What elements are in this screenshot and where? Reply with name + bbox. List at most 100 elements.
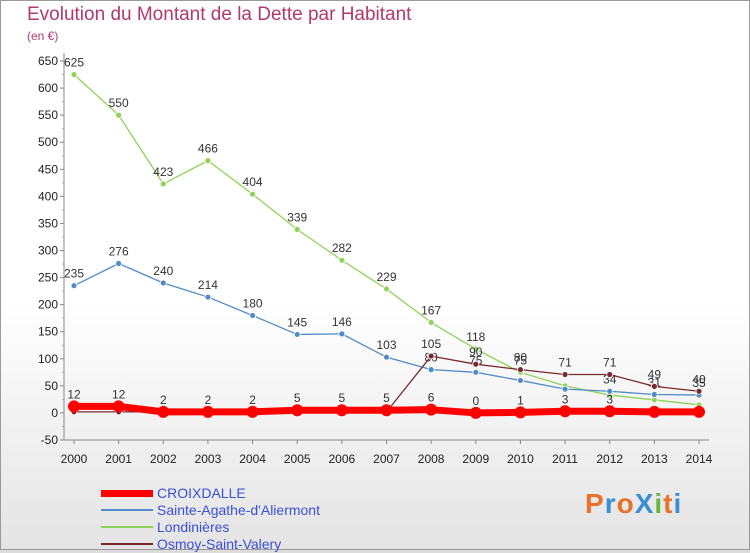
data-point (335, 404, 348, 417)
logo-letter: i (654, 488, 664, 519)
data-point (603, 405, 616, 418)
data-label: 404 (243, 175, 263, 189)
data-point (650, 391, 658, 398)
data-label: 75 (514, 353, 528, 367)
legend-label: CROIXDALLE (157, 485, 246, 501)
x-tick-label: 2011 (552, 452, 578, 466)
data-label: 12 (112, 387, 126, 401)
data-label: 71 (558, 355, 572, 369)
data-label: 167 (421, 304, 441, 318)
data-point (427, 352, 435, 360)
data-point (70, 71, 78, 78)
data-point (425, 403, 438, 416)
logo-letter: i (673, 488, 683, 519)
data-point (517, 366, 524, 374)
x-tick-label: 2007 (373, 452, 400, 466)
x-tick-label: 2014 (686, 452, 713, 466)
data-label: 339 (287, 210, 307, 224)
data-label: 145 (287, 315, 307, 329)
legend-swatch (101, 543, 153, 545)
data-point (293, 225, 301, 233)
legend-label: Sainte-Agathe-d'Aliermont (157, 502, 320, 518)
data-point (693, 405, 705, 418)
data-point (112, 400, 125, 413)
data-label: 2 (160, 393, 167, 407)
y-tick-label: 150 (38, 325, 58, 339)
y-tick-label: 500 (38, 135, 58, 149)
data-point (157, 405, 170, 418)
data-point (383, 353, 390, 361)
logo-letter: P (585, 488, 605, 519)
data-point (201, 405, 214, 418)
data-point (249, 190, 256, 198)
data-label: 80 (514, 351, 528, 365)
data-point (115, 111, 123, 119)
logo-letter: o (616, 488, 635, 519)
data-point (70, 282, 78, 290)
data-point (517, 377, 524, 384)
data-point (383, 285, 390, 293)
data-point (472, 360, 480, 368)
data-point (559, 405, 572, 418)
data-label: 235 (64, 267, 84, 281)
data-label: 6 (428, 391, 435, 405)
proxiti-logo: ProXiti (585, 488, 682, 520)
data-point (338, 256, 346, 264)
data-label: 5 (294, 391, 301, 405)
legend-label: Londinières (157, 519, 230, 535)
y-tick-label: 100 (38, 352, 58, 366)
y-tick-label: 0 (51, 406, 58, 420)
data-label: 0 (472, 394, 479, 408)
data-point (427, 366, 435, 374)
data-label: 105 (421, 337, 441, 351)
data-point (606, 371, 614, 378)
data-point (427, 319, 435, 326)
legend-swatch (101, 509, 153, 511)
data-label: 1 (517, 393, 524, 407)
data-point (472, 368, 480, 376)
data-label: 146 (332, 315, 352, 329)
x-tick-label: 2002 (150, 452, 177, 466)
y-tick-label: 600 (38, 81, 58, 95)
data-label: 2 (249, 393, 256, 407)
y-tick-label: 550 (38, 108, 58, 122)
data-point (380, 404, 393, 417)
y-tick-label: 400 (38, 189, 58, 203)
data-point (159, 279, 167, 287)
data-label: 180 (243, 296, 263, 310)
y-tick-label: 650 (38, 54, 58, 68)
chart-title: Evolution du Montant de la Dette par Hab… (27, 4, 412, 25)
data-point (561, 371, 569, 378)
y-tick-label: 250 (38, 271, 58, 285)
x-tick-label: 2012 (596, 452, 623, 466)
data-label: 550 (109, 96, 129, 110)
y-tick-label: -50 (41, 433, 59, 447)
data-point (291, 404, 304, 417)
data-point (469, 406, 482, 419)
y-tick-label: 50 (45, 379, 59, 393)
data-point (204, 157, 212, 165)
legend-swatch (101, 489, 153, 497)
data-point (606, 387, 614, 395)
data-label: 625 (64, 56, 84, 70)
x-tick-label: 2003 (195, 452, 222, 466)
y-tick-label: 200 (38, 298, 58, 312)
legend-swatch (101, 526, 153, 528)
logo-letter: r (604, 488, 617, 519)
data-label: 3 (562, 392, 569, 406)
data-label: 40 (692, 372, 706, 386)
data-label: 71 (603, 355, 617, 369)
data-point (246, 405, 259, 418)
x-tick-label: 2009 (462, 452, 489, 466)
data-label: 276 (109, 244, 129, 258)
x-tick-label: 2006 (329, 452, 356, 466)
x-tick-label: 2001 (105, 452, 132, 466)
x-tick-label: 2005 (284, 452, 311, 466)
y-tick-label: 300 (38, 244, 58, 258)
data-label: 118 (466, 330, 485, 344)
y-tick-label: 350 (38, 216, 58, 230)
data-point (472, 345, 480, 353)
unit-label: (en €) (27, 29, 59, 43)
